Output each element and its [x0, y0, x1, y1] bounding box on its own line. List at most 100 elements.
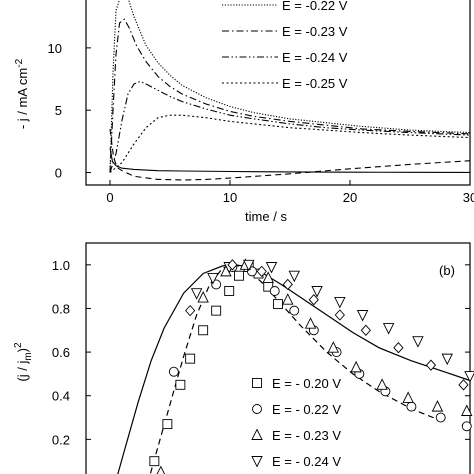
panel-b-point-diamond [334, 309, 345, 321]
panel-b-legend-label-2: E = - 0.23 V [272, 428, 341, 443]
panel-a-y-axis-label-sup: -2 [14, 58, 25, 67]
panel-b-point-square [273, 299, 283, 310]
panel-b-fit-curve-1 [149, 264, 445, 474]
panel-b-point-triangle-down [382, 323, 395, 335]
panel-a-y-axis-label-group: - j / mA cm-2 [14, 58, 30, 129]
panel-b-point-square [149, 456, 160, 467]
panel-a-series-line-5 [109, 114, 471, 173]
panel-a-legend-label-3: E = -0.23 V [282, 24, 348, 39]
panel-b-point-triangle-up [304, 317, 317, 329]
panel-b-point-triangle-up [197, 291, 209, 303]
panel-a-x-tick-label: 20 [343, 190, 357, 205]
panel-b-chart: 0.2 0.4 0.6 0.8 1.0 E = - 0.20 V E = - 0.22 V… [13, 242, 474, 474]
panel-a-lines [109, 0, 471, 181]
panel-b-y-tick-label: 0.4 [52, 389, 70, 404]
panel-b-point-triangle-up [262, 271, 274, 283]
panel-a-plot-frame [85, 0, 471, 186]
panel-b-point-square [233, 270, 244, 281]
panel-b-point-triangle-up [461, 404, 473, 416]
panel-b-y-axis-label-end: ) [15, 348, 30, 352]
panel-a-axis-ticks: 0 10 20 30 0 5 10 [48, 41, 474, 205]
panel-b-point-triangle-down [288, 270, 300, 283]
panel-a-legend-label-2: E = -0.22 V [282, 0, 348, 13]
panel-a-y-tick-label: 5 [55, 103, 62, 118]
panel-b-point-triangle-down [412, 336, 424, 348]
panel-b-legend-label-1: E = - 0.22 V [272, 402, 341, 417]
panel-b-y-axis-label-sub: m [23, 352, 34, 360]
panel-b-point-square [185, 353, 196, 364]
panel-b-y-tick-label: 1.0 [52, 258, 70, 273]
panel-b-point-triangle-down [356, 310, 369, 322]
panel-b-legend-label-3: E = - 0.24 V [272, 454, 341, 469]
panel-b-point-square [162, 419, 173, 430]
panel-b-y-axis-label-group: (j / jm)2 [13, 342, 34, 382]
panel-b-point-square [198, 325, 209, 336]
panel-b-points [149, 258, 474, 474]
panel-b-legend-marker-0 [252, 378, 262, 388]
panel-b-point-triangle-up [282, 293, 294, 305]
panel-a-legend-label-4: E = -0.24 V [282, 50, 348, 65]
panel-b-point-diamond [282, 278, 293, 291]
panel-b-point-diamond [458, 379, 469, 391]
panel-b-y-axis-label: (j / j [15, 361, 30, 382]
panel-a-series-line-1 [109, 147, 471, 173]
panel-b-point-triangle-down [464, 371, 474, 383]
panel-b-point-square [211, 305, 222, 316]
panel-b-point-triangle-up [156, 465, 166, 474]
panel-b-point-circle [289, 305, 300, 316]
panel-b-point-square [175, 379, 186, 390]
panel-a-legend-label-5: E = -0.25 V [282, 76, 348, 91]
panel-b-label: (b) [439, 263, 455, 278]
panel-a-series-line-3 [109, 18, 471, 173]
panel-a-x-axis-label: time / s [245, 209, 287, 224]
panel-b-point-triangle-up [350, 360, 362, 373]
panel-b-point-circle [461, 421, 472, 432]
panel-b-point-diamond [360, 324, 371, 336]
panel-b-point-diamond [308, 294, 319, 306]
panel-b-point-triangle-up [376, 378, 388, 390]
panel-b-point-square [224, 286, 235, 296]
panel-b-legend-marker-1 [252, 404, 262, 414]
panel-b-point-diamond [393, 342, 404, 354]
panel-a-series-line-0 [109, 128, 471, 181]
panel-a-legend: E = -0.22 V E = -0.23 V E = -0.24 V E = -0.… [222, 0, 348, 91]
panel-b-point-circle [168, 366, 179, 377]
panel-b-point-circle [435, 412, 446, 423]
panel-b-point-triangle-down [441, 353, 453, 366]
panel-b-point-triangle-down [265, 262, 278, 274]
panel-b-point-diamond [227, 259, 238, 271]
panel-b-legend-marker-3 [251, 456, 263, 468]
panel-b-point-triangle-up [431, 400, 444, 412]
panel-b-point-triangle-down [334, 296, 346, 309]
panel-b-point-triangle-down [242, 259, 255, 272]
panel-a-y-axis-label: - j / mA cm [15, 68, 30, 129]
panel-b-point-triangle-down [190, 288, 203, 300]
panel-b-point-triangle-up [402, 391, 414, 403]
panel-b-point-diamond [256, 265, 267, 278]
panel-b-y-tick-label: 0.6 [52, 345, 70, 360]
panel-b-legend-marker-2 [251, 428, 263, 440]
panel-a-x-tick-label: 30 [463, 190, 474, 205]
panel-b-y-tick-label: 0.2 [52, 432, 70, 447]
panel-b-axis-ticks: 0.2 0.4 0.6 0.8 1.0 [52, 258, 470, 447]
panel-b-y-axis-label-text: (j / jm)2 [13, 342, 34, 382]
panel-b-legend-label-0: E = - 0.20 V [272, 376, 341, 391]
panel-a-series-line-4 [109, 80, 471, 173]
panel-b-point-triangle-down [311, 286, 323, 298]
panel-a-series-line-2 [109, 0, 471, 173]
panel-a-y-axis-label-text: - j / mA cm-2 [14, 58, 30, 129]
panel-a-x-tick-label: 0 [106, 190, 113, 205]
panel-b-point-triangle-down [207, 272, 219, 285]
panel-b-point-triangle-up [327, 341, 340, 353]
panel-a-x-tick-label: 10 [223, 190, 237, 205]
panel-b-y-tick-label: 0.8 [52, 301, 70, 316]
panel-b-point-diamond [425, 359, 437, 371]
panel-b-y-axis-label-sup: 2 [13, 342, 24, 348]
panel-b-point-circle [406, 401, 417, 412]
panel-b-plot-frame [85, 242, 471, 474]
panel-a-y-tick-label: 10 [48, 41, 62, 56]
panel-b-legend: E = - 0.20 V E = - 0.22 V E = - 0.23 V E = … [251, 376, 341, 469]
panel-b-point-diamond [185, 304, 196, 317]
